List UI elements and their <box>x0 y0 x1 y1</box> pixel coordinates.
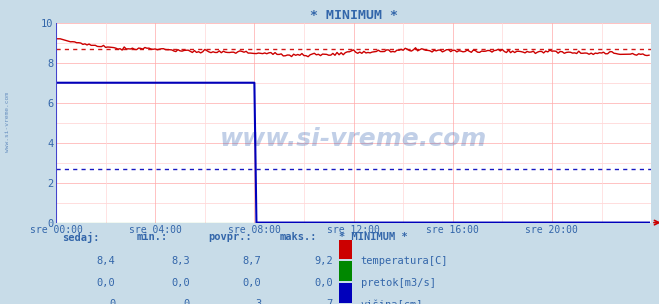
Text: temperatura[C]: temperatura[C] <box>360 256 448 266</box>
Text: 8,3: 8,3 <box>171 256 190 266</box>
Text: 0: 0 <box>109 299 115 304</box>
Text: 0: 0 <box>184 299 190 304</box>
Title: * MINIMUM *: * MINIMUM * <box>310 9 397 22</box>
Text: * MINIMUM *: * MINIMUM * <box>339 232 407 242</box>
Text: višina[cm]: višina[cm] <box>360 299 423 304</box>
Text: www.si-vreme.com: www.si-vreme.com <box>5 92 11 152</box>
Text: pretok[m3/s]: pretok[m3/s] <box>360 278 436 288</box>
Text: 9,2: 9,2 <box>314 256 333 266</box>
Text: 8,7: 8,7 <box>243 256 262 266</box>
Text: 0,0: 0,0 <box>243 278 262 288</box>
Text: sedaj:: sedaj: <box>62 232 100 243</box>
Text: 8,4: 8,4 <box>97 256 115 266</box>
Text: 3: 3 <box>255 299 262 304</box>
Text: 7: 7 <box>326 299 333 304</box>
Text: min.:: min.: <box>136 232 167 242</box>
Text: 0,0: 0,0 <box>314 278 333 288</box>
Bar <box>339 261 352 281</box>
Text: maks.:: maks.: <box>279 232 317 242</box>
Bar <box>339 282 352 302</box>
Text: 0,0: 0,0 <box>97 278 115 288</box>
Bar <box>339 240 352 260</box>
Text: www.si-vreme.com: www.si-vreme.com <box>220 127 487 151</box>
Text: 0,0: 0,0 <box>171 278 190 288</box>
Text: povpr.:: povpr.: <box>208 232 252 242</box>
